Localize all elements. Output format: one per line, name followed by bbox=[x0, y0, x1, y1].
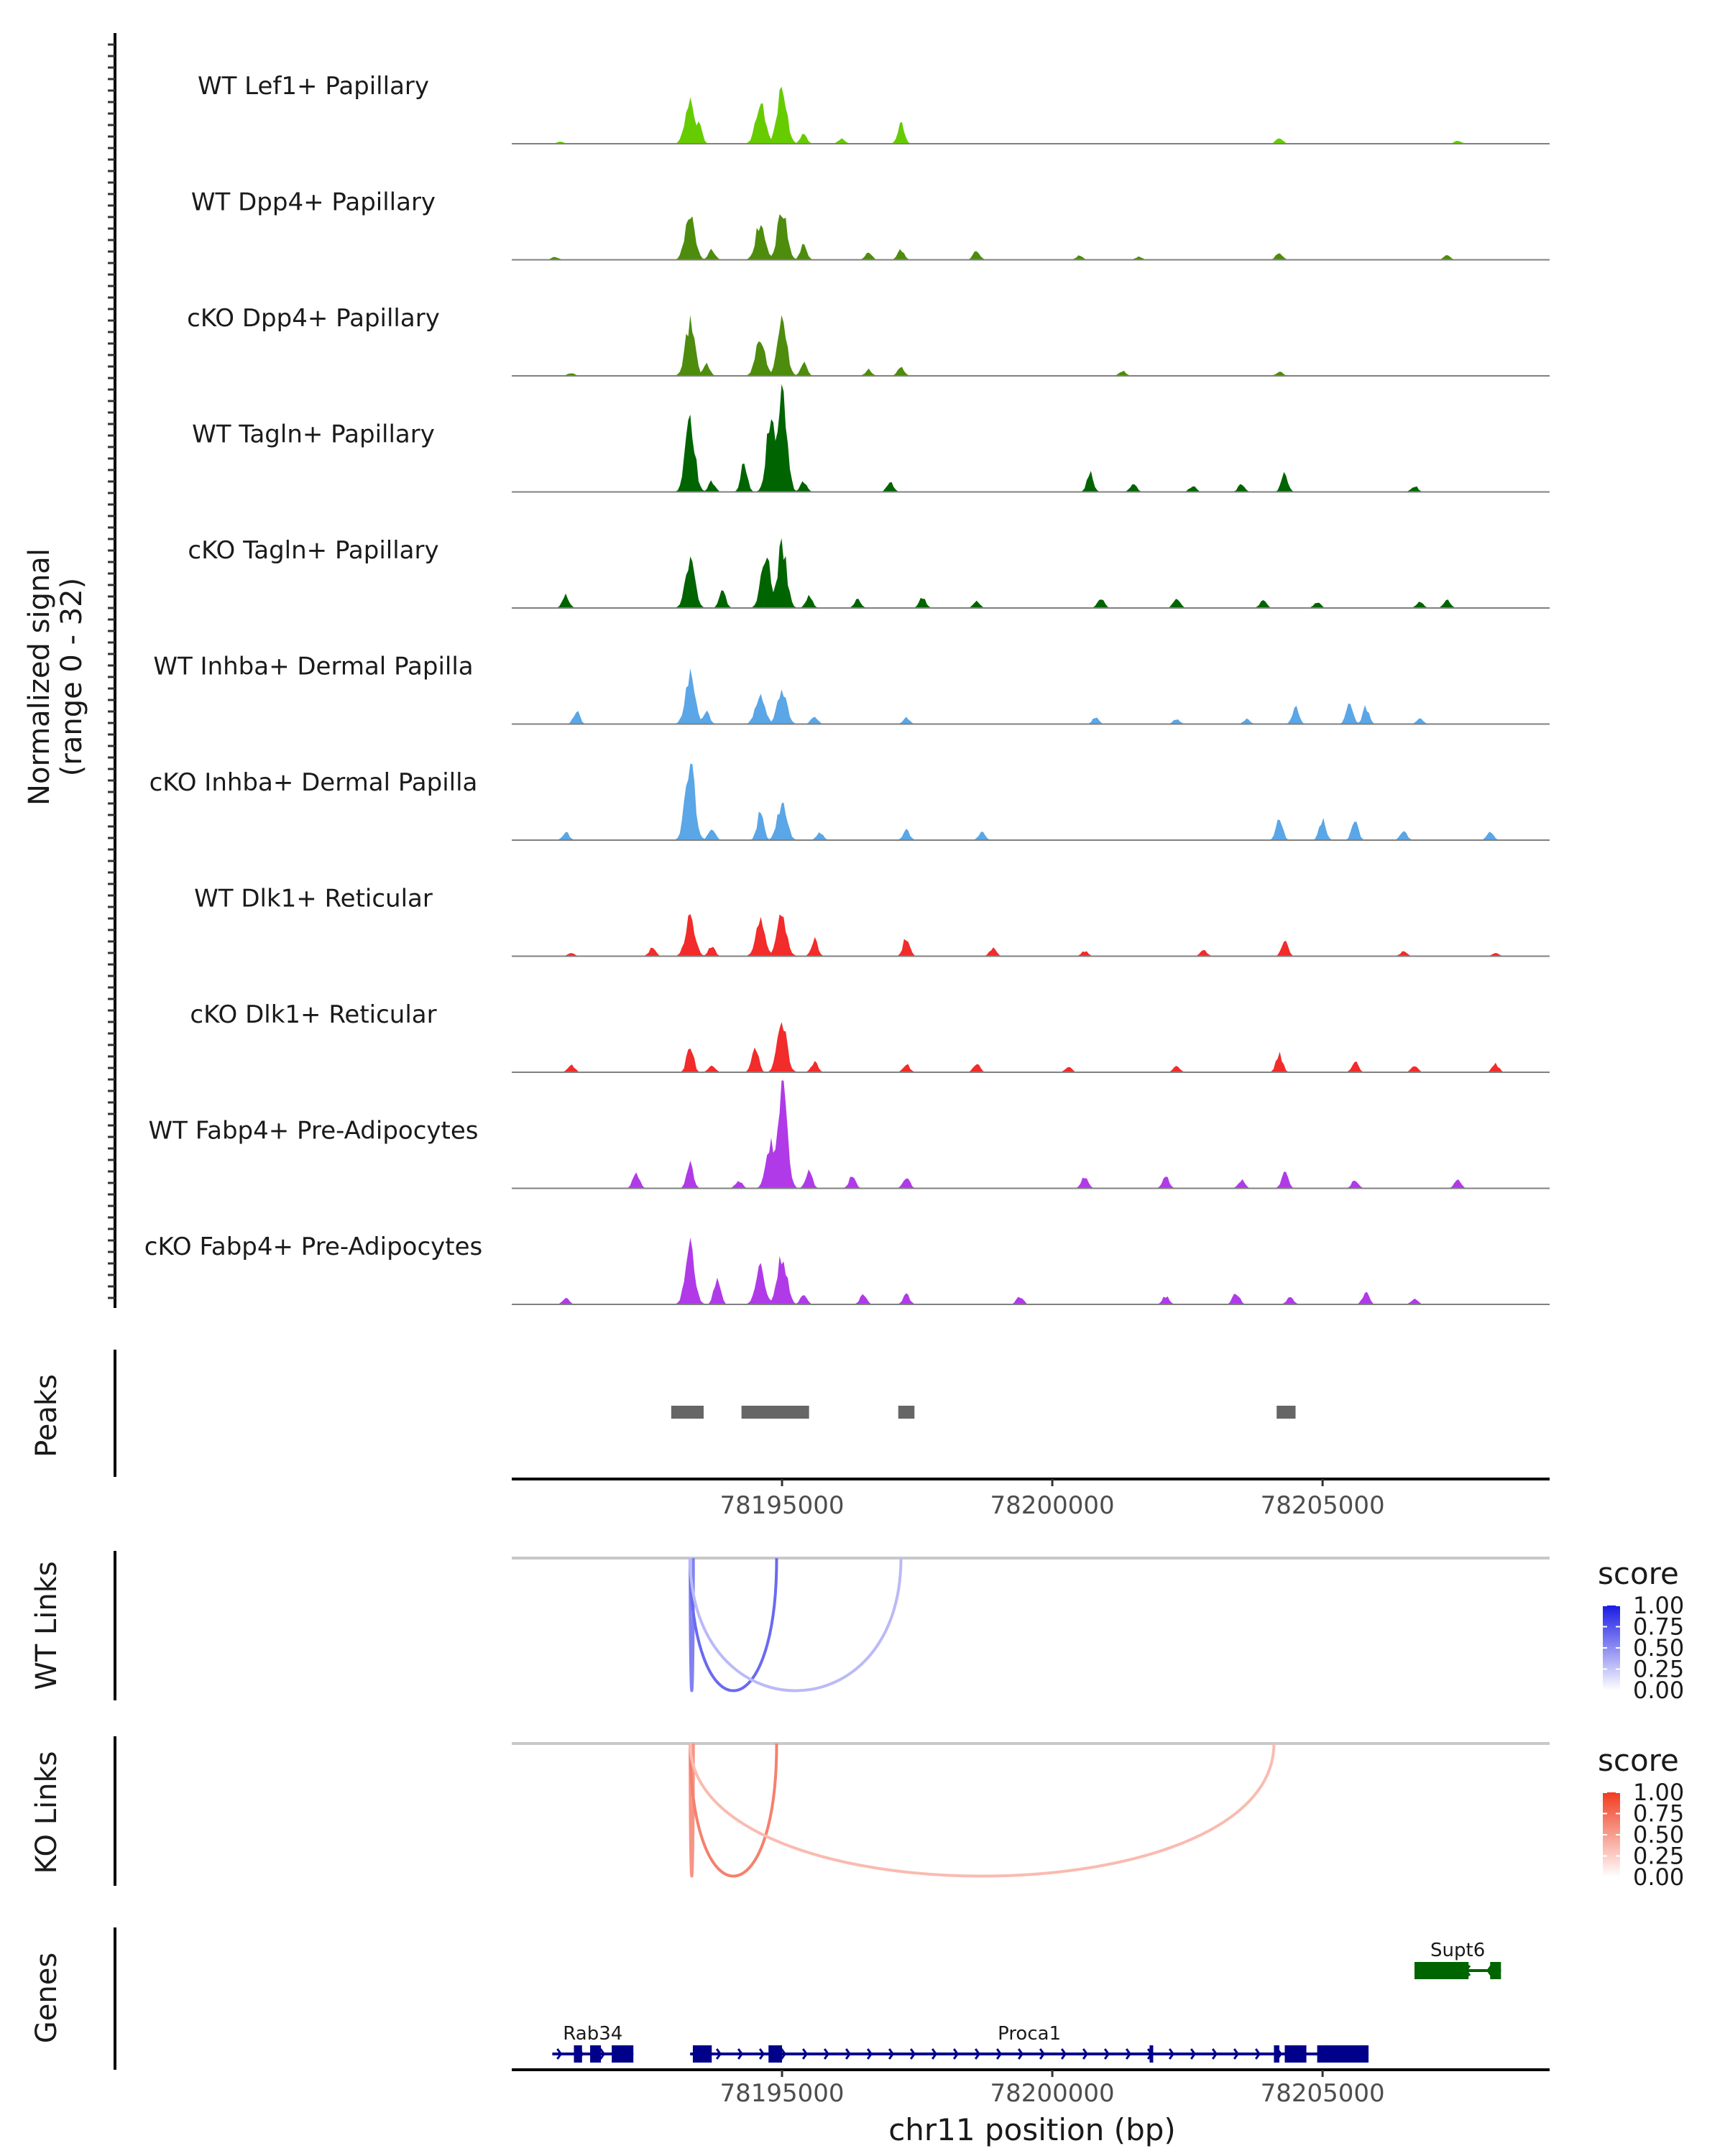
coverage-area bbox=[512, 384, 1550, 492]
y-axis-title-line2: (range 0 - 32) bbox=[55, 578, 88, 776]
strand-arrow bbox=[1060, 2048, 1067, 2060]
ko-legend-tick: 0.25 bbox=[1633, 1843, 1684, 1870]
wt-legend-tick: 0.75 bbox=[1633, 1613, 1684, 1641]
track-label: cKO Fabp4+ Pre-Adipocytes bbox=[144, 1233, 483, 1261]
wt-legend-tick: 1.00 bbox=[1633, 1592, 1684, 1619]
strand-arrow bbox=[823, 2048, 830, 2060]
strand-arrow bbox=[1233, 2048, 1240, 2060]
strand-arrow bbox=[1211, 2048, 1218, 2060]
wt-link-arc bbox=[689, 1557, 903, 1692]
genes-x-tick-label: 78195000 bbox=[720, 2079, 845, 2108]
peak-region bbox=[898, 1406, 915, 1419]
ko-links-track-label: KO Links bbox=[30, 1751, 63, 1874]
wt-legend-tick: 0.25 bbox=[1633, 1656, 1684, 1683]
wt-legend-tick: 0.50 bbox=[1633, 1634, 1684, 1662]
coverage-area bbox=[512, 214, 1550, 260]
coverage-area bbox=[512, 913, 1550, 957]
strand-arrow bbox=[845, 2048, 852, 2060]
wt-link-arc bbox=[689, 1557, 778, 1692]
track-label: WT Inhba+ Dermal Papilla bbox=[153, 653, 473, 681]
genes-track-label: Genes bbox=[30, 1953, 63, 2043]
ko-legend-tick: 0.75 bbox=[1633, 1800, 1684, 1828]
coverage-area bbox=[512, 315, 1550, 376]
track-label: cKO Dpp4+ Papillary bbox=[187, 304, 440, 333]
peaks-x-tick-label: 78195000 bbox=[720, 1491, 845, 1520]
strand-arrow bbox=[952, 2048, 960, 2060]
coverage-area bbox=[512, 668, 1550, 724]
strand-arrow bbox=[1082, 2048, 1089, 2060]
gene-exon bbox=[692, 2045, 712, 2063]
gene-label: Rab34 bbox=[563, 2023, 622, 2045]
coverage-area bbox=[512, 1022, 1550, 1072]
ko-legend-tick: 0.00 bbox=[1633, 1864, 1684, 1891]
coverage-area bbox=[512, 538, 1550, 608]
gene-exon bbox=[1490, 1962, 1501, 1979]
strand-arrow bbox=[801, 2048, 809, 2060]
gene-exon bbox=[1149, 2045, 1154, 2063]
ko-link-arc bbox=[689, 1743, 1276, 1878]
genes-x-tick-label: 78205000 bbox=[1261, 2079, 1385, 2108]
track-label: cKO Tagln+ Papillary bbox=[188, 536, 438, 565]
track-label: WT Dlk1+ Reticular bbox=[194, 885, 433, 913]
ko-link-arc bbox=[689, 1743, 778, 1878]
peaks-x-tick-label: 78200000 bbox=[990, 1491, 1115, 1520]
peaks-x-tick-label: 78205000 bbox=[1261, 1491, 1385, 1520]
x-axis-title: chr11 position (bp) bbox=[888, 2112, 1176, 2147]
gene-exon bbox=[590, 2045, 602, 2063]
strand-arrow bbox=[758, 2048, 765, 2060]
coverage-area bbox=[512, 86, 1550, 144]
ko-legend-tick: 1.00 bbox=[1633, 1779, 1684, 1806]
strand-arrow bbox=[888, 2048, 895, 2060]
ko-legend-tick: 0.50 bbox=[1633, 1821, 1684, 1848]
peak-region bbox=[1276, 1406, 1296, 1419]
wt-legend-title: score bbox=[1598, 1556, 1679, 1591]
gene-label: Proca1 bbox=[998, 2023, 1061, 2045]
ko-legend-title: score bbox=[1598, 1743, 1679, 1778]
y-axis-title-line1: Normalized signal bbox=[23, 548, 56, 806]
gene-exon bbox=[1284, 2045, 1307, 2063]
wt-links-track-label: WT Links bbox=[30, 1561, 63, 1690]
strand-arrow bbox=[599, 2048, 606, 2060]
strand-arrow bbox=[931, 2048, 938, 2060]
strand-arrow bbox=[866, 2048, 873, 2060]
track-label: cKO Inhba+ Dermal Papilla bbox=[150, 768, 478, 797]
strand-arrow bbox=[1017, 2048, 1024, 2060]
track-label: WT Tagln+ Papillary bbox=[192, 420, 435, 449]
genes-x-tick-label: 78200000 bbox=[990, 2079, 1115, 2108]
strand-arrow bbox=[780, 2048, 787, 2060]
peak-region bbox=[671, 1406, 704, 1419]
gene-exon bbox=[1414, 1962, 1469, 1979]
peaks-track-label: Peaks bbox=[30, 1374, 63, 1457]
gene-exon bbox=[1317, 2045, 1369, 2063]
strand-arrow bbox=[1254, 2048, 1261, 2060]
coverage-area bbox=[512, 763, 1550, 840]
coverage-area bbox=[512, 1238, 1550, 1304]
strand-arrow bbox=[995, 2048, 1003, 2060]
strand-arrow bbox=[1103, 2048, 1110, 2060]
strand-arrow bbox=[715, 2048, 722, 2060]
strand-arrow bbox=[1039, 2048, 1046, 2060]
strand-arrow bbox=[556, 2048, 563, 2060]
strand-arrow bbox=[974, 2048, 981, 2060]
gene-label: Supt6 bbox=[1430, 1940, 1485, 1961]
gene-exon bbox=[612, 2045, 634, 2063]
strand-arrow bbox=[737, 2048, 744, 2060]
track-label: WT Lef1+ Papillary bbox=[198, 72, 429, 101]
gene-exon bbox=[768, 2045, 783, 2063]
strand-arrow bbox=[909, 2048, 916, 2060]
track-label: cKO Dlk1+ Reticular bbox=[190, 1000, 436, 1029]
coverage-area bbox=[512, 1080, 1550, 1189]
gene-exon bbox=[574, 2045, 582, 2063]
peak-region bbox=[741, 1406, 809, 1419]
track-label: WT Fabp4+ Pre-Adipocytes bbox=[149, 1117, 479, 1146]
track-label: WT Dpp4+ Papillary bbox=[191, 188, 436, 217]
gene-exon bbox=[1274, 2045, 1279, 2063]
strand-arrow bbox=[1190, 2048, 1197, 2060]
strand-arrow bbox=[1125, 2048, 1132, 2060]
strand-arrow bbox=[1168, 2048, 1175, 2060]
wt-legend-tick: 0.00 bbox=[1633, 1677, 1684, 1704]
